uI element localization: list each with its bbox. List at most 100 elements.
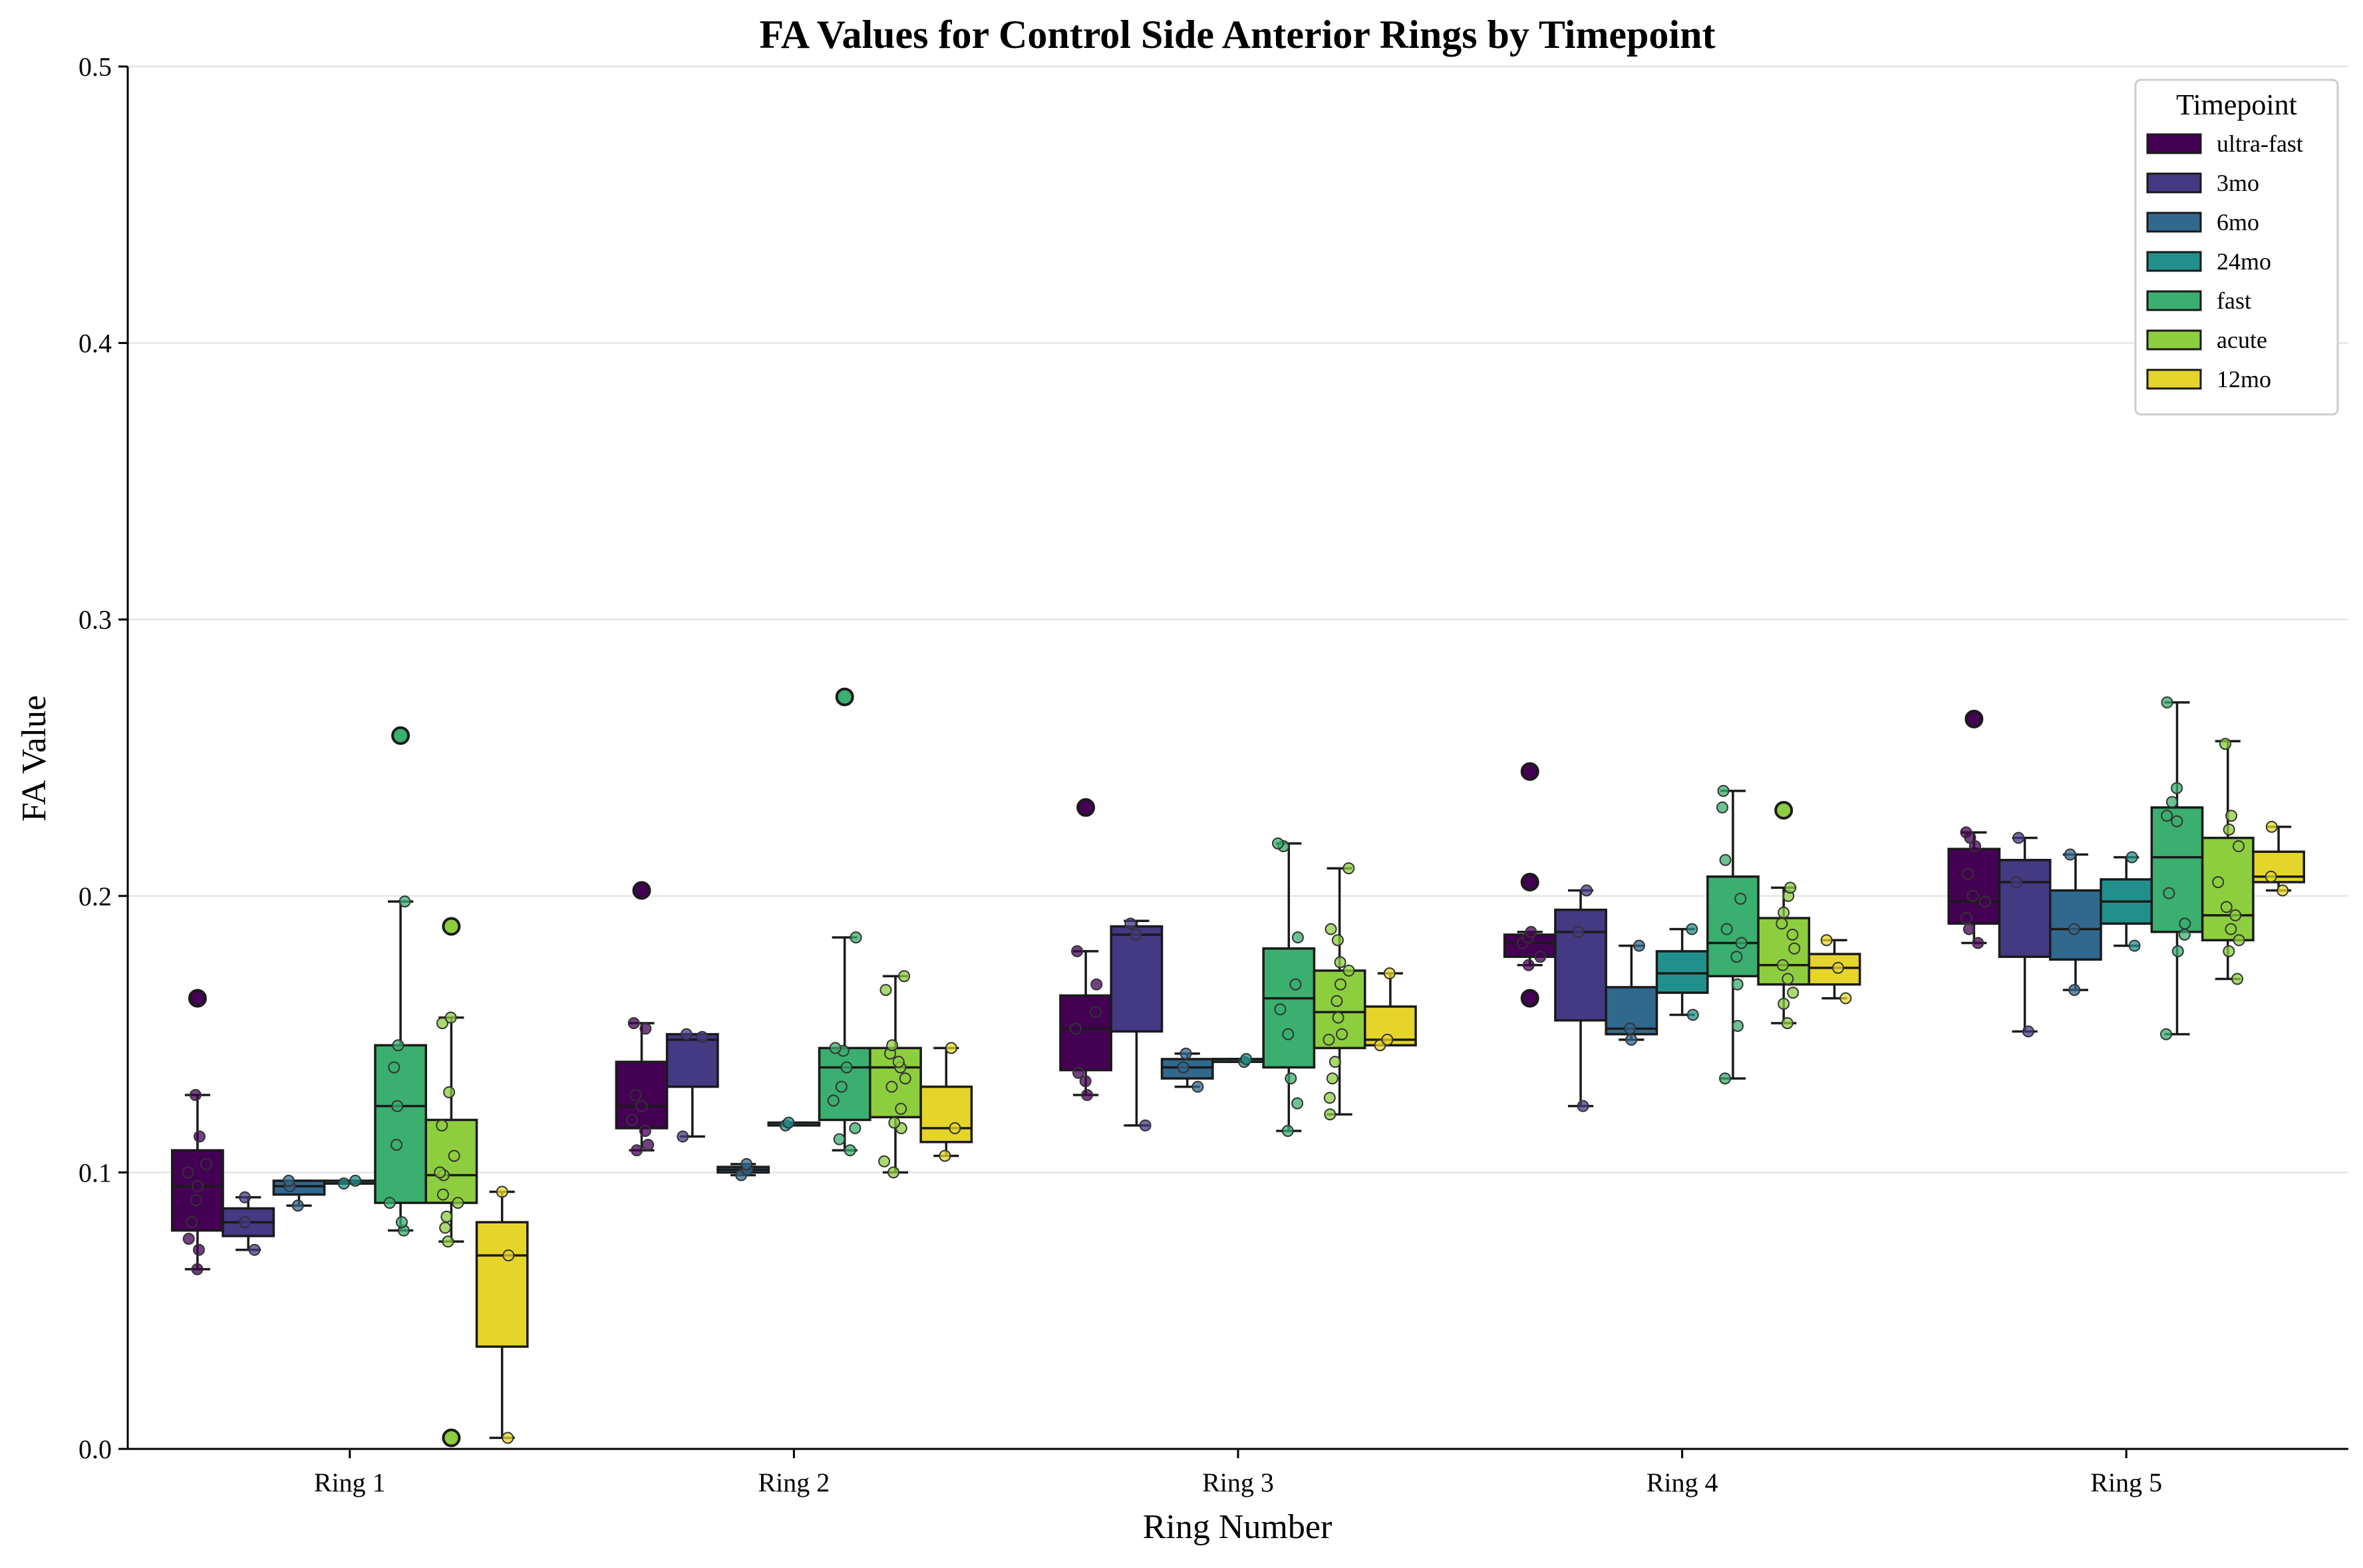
- data-point: [282, 1174, 295, 1187]
- box-ultra-fast-ring-2: [615, 881, 669, 1157]
- box-3mo-ring-3: [1110, 917, 1164, 1132]
- data-point: [502, 1432, 514, 1444]
- data-point: [1625, 1033, 1638, 1046]
- box-12mo-ring-5: [2252, 820, 2305, 897]
- data-point: [1285, 1072, 1297, 1085]
- box-12mo-ring-1: [475, 1185, 529, 1444]
- x-axis-label: Ring Number: [1143, 1508, 1333, 1546]
- data-point: [1326, 1072, 1339, 1085]
- data-point: [2219, 738, 2232, 750]
- data-point: [1336, 1028, 1348, 1040]
- x-tick-label: Ring 5: [2090, 1468, 2162, 1497]
- data-point: [887, 1166, 900, 1179]
- legend-swatch: [2146, 212, 2202, 233]
- data-point: [1090, 1006, 1102, 1019]
- y-tick-label: 0.1: [79, 1158, 112, 1187]
- data-point: [1289, 978, 1302, 991]
- data-point: [2220, 901, 2233, 913]
- data-point: [1139, 1119, 1152, 1132]
- data-point: [1788, 942, 1801, 955]
- box-ultra-fast-ring-4: [1503, 762, 1557, 1008]
- box-6mo-ring-2: [716, 1158, 770, 1181]
- data-point: [2165, 796, 2178, 808]
- data-point: [1978, 895, 1991, 908]
- data-point: [639, 1125, 651, 1138]
- box-body: [1262, 947, 1316, 1069]
- outlier-fill: [443, 918, 460, 935]
- box-body: [272, 1179, 326, 1196]
- data-point: [2022, 1025, 2034, 1038]
- data-point: [192, 1180, 204, 1193]
- data-point: [740, 1158, 753, 1170]
- box-12mo-ring-3: [1363, 967, 1417, 1052]
- grid-lines: [128, 65, 2348, 1174]
- box-body: [374, 1044, 427, 1204]
- data-point: [1820, 934, 1833, 947]
- legend-swatch: [2146, 172, 2202, 194]
- data-point: [2171, 945, 2184, 957]
- box-ultra-fast-ring-3: [1059, 798, 1113, 1102]
- box-body: [665, 1032, 719, 1088]
- data-point: [337, 1177, 350, 1190]
- data-point: [1624, 1022, 1637, 1035]
- axes-layer: 0.0 0.1 0.2 0.3 0.4 0.5 Ring 1 Ring 2 Ring 3 Ring…: [79, 52, 2348, 1497]
- data-point: [1732, 1020, 1744, 1032]
- data-point: [1717, 784, 1730, 797]
- data-point: [782, 1116, 795, 1129]
- box-acute-ring-1: [424, 917, 478, 1448]
- legend-label: fast: [2217, 287, 2251, 314]
- data-point: [635, 1100, 648, 1112]
- box-body: [1503, 933, 1557, 958]
- box-body: [1110, 925, 1164, 1033]
- data-point: [1831, 961, 1844, 974]
- box-body: [171, 1149, 224, 1232]
- data-point: [1963, 923, 1975, 935]
- data-point: [1342, 862, 1355, 875]
- data-point: [391, 1100, 404, 1112]
- data-point: [2231, 973, 2244, 985]
- y-tick-label: 0.5: [79, 52, 112, 82]
- data-point: [631, 1144, 643, 1157]
- data-point: [886, 1039, 899, 1052]
- data-point: [439, 1221, 452, 1234]
- data-point: [2128, 939, 2141, 952]
- data-point: [496, 1185, 508, 1198]
- data-point: [383, 1197, 396, 1209]
- data-point: [1787, 987, 1800, 999]
- data-point: [1329, 1056, 1341, 1068]
- data-point: [1720, 923, 1733, 935]
- outlier-point: [632, 881, 651, 900]
- data-point: [1332, 1011, 1344, 1024]
- boxes-layer: [171, 687, 2305, 1448]
- data-point: [395, 1216, 408, 1229]
- data-point: [398, 895, 411, 908]
- data-point: [1525, 925, 1537, 938]
- data-point: [1334, 956, 1346, 969]
- data-point: [1240, 1053, 1253, 1066]
- data-point: [1776, 917, 1788, 930]
- box-24mo-ring-2: [767, 1116, 821, 1132]
- outlier-point: [442, 1428, 461, 1448]
- legend-label: ultra-fast: [2217, 130, 2303, 157]
- data-point: [849, 1122, 862, 1134]
- data-point: [1072, 1066, 1084, 1079]
- box-6mo-ring-1: [272, 1174, 326, 1212]
- legend-title: Timepoint: [2176, 88, 2297, 121]
- outlier-fill: [443, 1430, 460, 1446]
- data-point: [443, 1086, 456, 1098]
- data-point: [186, 1216, 198, 1229]
- data-point: [1686, 1009, 1699, 1021]
- data-point: [1839, 992, 1852, 1005]
- data-point: [2068, 923, 2080, 935]
- data-point: [1291, 931, 1304, 944]
- box-3mo-ring-4: [1554, 884, 1607, 1112]
- data-point: [2233, 840, 2245, 852]
- outlier-point: [1774, 800, 1794, 820]
- data-point: [850, 931, 862, 944]
- box-24mo-ring-5: [2100, 851, 2153, 952]
- box-12mo-ring-4: [1808, 934, 1861, 1005]
- data-point: [2265, 820, 2278, 833]
- data-point: [1069, 1022, 1082, 1035]
- data-point: [182, 1166, 194, 1179]
